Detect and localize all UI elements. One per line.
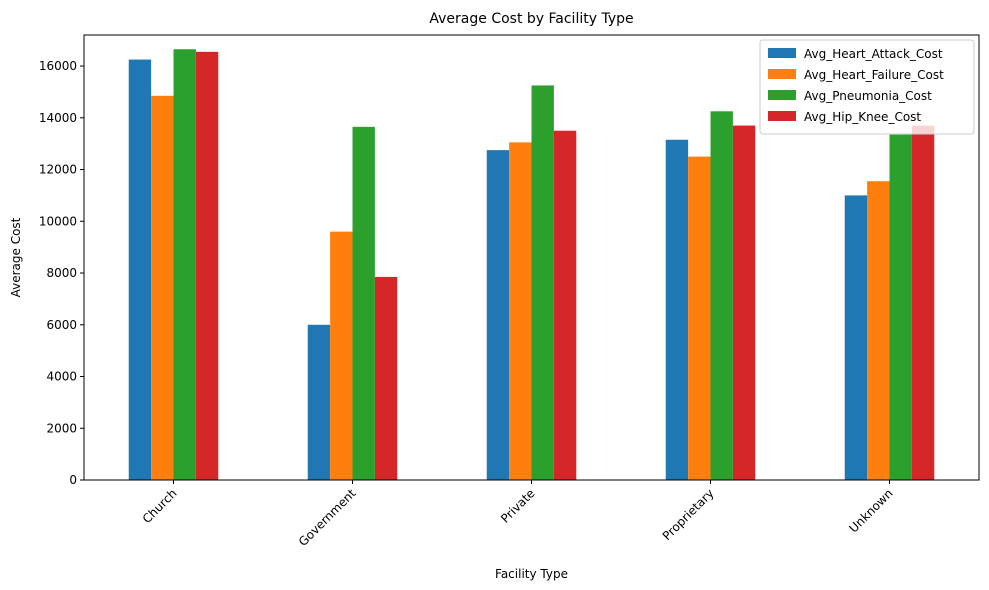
bar-Avg_Heart_Attack_Cost-Unknown — [844, 195, 868, 480]
legend-label-Avg_Pneumonia_Cost: Avg_Pneumonia_Cost — [804, 89, 932, 103]
x-axis: Church Government Private Proprietary Unknow… — [140, 480, 896, 549]
y-tick-label: 16000 — [39, 59, 77, 73]
legend-swatch-Avg_Heart_Attack_Cost — [768, 48, 796, 58]
x-tick-label-proprietary: Proprietary — [660, 486, 717, 543]
bar-Avg_Hip_Knee_Cost-Proprietary — [732, 125, 756, 481]
x-tick-label-unknown: Unknown — [846, 486, 895, 535]
y-tick-label: 4000 — [46, 370, 77, 384]
bar-Avg_Heart_Attack_Cost-Proprietary — [665, 139, 689, 480]
y-tick-label: 10000 — [39, 214, 77, 228]
legend-box — [759, 39, 975, 135]
bar-Avg_Heart_Failure_Cost-Private — [509, 142, 532, 480]
legend-label-Avg_Hip_Knee_Cost: Avg_Hip_Knee_Cost — [804, 110, 921, 124]
bar-Avg_Heart_Attack_Cost-Private — [486, 150, 510, 480]
bar-Avg_Hip_Knee_Cost-Government — [374, 276, 398, 480]
legend-label-Avg_Heart_Failure_Cost: Avg_Heart_Failure_Cost — [804, 68, 944, 82]
x-tick-label-church: Church — [140, 486, 180, 526]
bar-Avg_Pneumonia_Cost-Church — [173, 49, 196, 480]
y-tick-label: 0 — [69, 473, 77, 487]
bar-Avg_Heart_Attack_Cost-Church — [128, 59, 152, 480]
bar-Avg_Pneumonia_Cost-Government — [352, 126, 375, 480]
y-tick-label: 8000 — [46, 266, 77, 280]
bar-Avg_Heart_Attack_Cost-Government — [307, 324, 331, 480]
bar-Avg_Heart_Failure_Cost-Government — [330, 231, 353, 480]
legend-swatch-Avg_Pneumonia_Cost — [768, 90, 796, 100]
x-tick-label-private: Private — [498, 486, 537, 525]
bar-Avg_Pneumonia_Cost-Private — [531, 85, 554, 480]
bar-Avg_Hip_Knee_Cost-Unknown — [911, 125, 935, 481]
legend-label-Avg_Heart_Attack_Cost: Avg_Heart_Attack_Cost — [804, 47, 943, 61]
bar-Avg_Heart_Failure_Cost-Unknown — [867, 181, 890, 480]
y-tick-label: 6000 — [46, 318, 77, 332]
y-tick-label: 14000 — [39, 111, 77, 125]
chart-title: Average Cost by Facility Type — [429, 11, 633, 27]
bar-Avg_Heart_Failure_Cost-Proprietary — [688, 156, 711, 480]
y-axis: 0 2000 4000 6000 8000 10000 12000 14000 16000 — [39, 59, 84, 487]
legend-swatch-Avg_Hip_Knee_Cost — [768, 111, 796, 121]
y-axis-label: Average Cost — [9, 217, 23, 297]
bars-layer — [128, 49, 935, 481]
legend-swatch-Avg_Heart_Failure_Cost — [768, 69, 796, 79]
x-tick-label-government: Government — [296, 486, 359, 549]
y-tick-label: 12000 — [39, 163, 77, 177]
bar-Avg_Hip_Knee_Cost-Private — [553, 130, 577, 481]
bar-Avg_Pneumonia_Cost-Unknown — [889, 134, 912, 481]
legend: Avg_Heart_Attack_Cost Avg_Heart_Failure_C… — [759, 39, 975, 135]
x-axis-label: Facility Type — [495, 567, 568, 581]
bar-Avg_Pneumonia_Cost-Proprietary — [710, 111, 733, 480]
bar-Avg_Hip_Knee_Cost-Church — [195, 51, 219, 480]
y-tick-label: 2000 — [46, 421, 77, 435]
bar-Avg_Heart_Failure_Cost-Church — [151, 95, 174, 481]
